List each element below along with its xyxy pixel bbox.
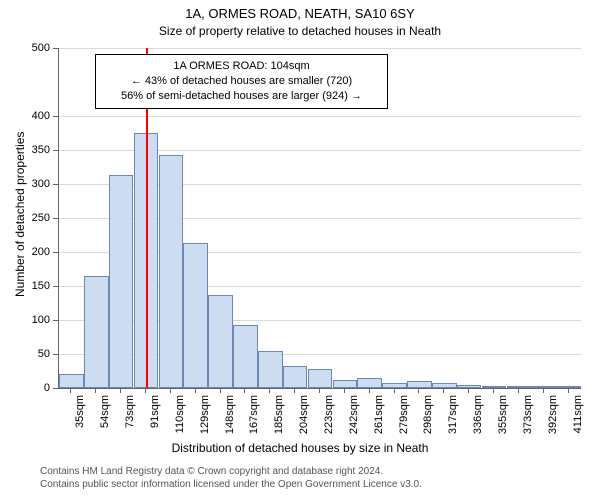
histogram-bar [283,366,308,388]
x-tick-label: 373sqm [522,395,534,434]
y-tick-label: 150 [22,280,50,292]
histogram-bar [482,386,507,388]
x-tick-label: 204sqm [298,395,310,434]
y-tick-label: 250 [22,212,50,224]
histogram-bar [84,276,109,388]
marker-info-box: 1A ORMES ROAD: 104sqm ← 43% of detached … [95,54,388,109]
credits-line2: Contains public sector information licen… [40,478,422,491]
histogram-bar [407,381,432,388]
y-tick-label: 300 [22,178,50,190]
x-tick-label: 110sqm [174,395,186,433]
x-tick [145,388,146,393]
histogram-bar [308,369,333,388]
histogram-bar [531,386,556,388]
y-tick-label: 400 [22,110,50,122]
x-tick-label: 129sqm [199,395,211,434]
x-tick-label: 223sqm [323,395,335,434]
y-tick-label: 350 [22,144,50,156]
x-tick-label: 392sqm [547,395,559,434]
x-tick-label: 355sqm [497,395,509,434]
y-tick [53,116,58,117]
histogram-bar [333,380,358,388]
histogram-bar [208,295,233,388]
x-tick [294,388,295,393]
x-tick [244,388,245,393]
y-tick-label: 50 [22,348,50,360]
histogram-bar [183,243,208,388]
credits-line1: Contains HM Land Registry data © Crown c… [40,465,422,478]
infobox-line3: 56% of semi-detached houses are larger (… [104,89,379,104]
x-tick-label: 298sqm [422,395,434,434]
chart-subtitle: Size of property relative to detached ho… [0,24,600,38]
histogram-bar [258,351,283,388]
x-tick [443,388,444,393]
x-tick-label: 148sqm [224,395,236,434]
y-tick [53,184,58,185]
histogram-bar [59,374,84,388]
histogram-bar [556,386,581,388]
histogram-bar [159,155,184,388]
y-tick [53,286,58,287]
property-size-chart: { "header": { "title": "1A, ORMES ROAD, … [0,0,600,500]
grid-line [59,388,581,389]
x-tick-label: 336sqm [472,395,484,434]
y-tick [53,388,58,389]
x-tick [418,388,419,393]
y-tick-label: 500 [22,42,50,54]
y-tick [53,252,58,253]
x-tick-label: 279sqm [398,395,410,434]
y-tick [53,218,58,219]
grid-line [59,48,581,49]
x-tick-label: 73sqm [124,395,136,428]
histogram-bar [233,325,258,388]
x-tick [70,388,71,393]
y-tick [53,354,58,355]
x-tick [568,388,569,393]
x-tick-label: 167sqm [248,395,260,434]
x-tick-label: 54sqm [99,395,111,428]
x-tick [543,388,544,393]
x-tick-label: 91sqm [149,395,161,428]
x-tick [269,388,270,393]
y-tick-label: 0 [22,382,50,394]
x-tick [369,388,370,393]
infobox-line1: 1A ORMES ROAD: 104sqm [104,59,379,74]
x-tick-label: 261sqm [373,395,385,434]
y-tick [53,150,58,151]
histogram-bar [432,383,457,388]
histogram-bar [382,383,407,388]
grid-line [59,116,581,117]
y-tick [53,320,58,321]
x-tick [195,388,196,393]
x-tick [120,388,121,393]
y-tick-label: 200 [22,246,50,258]
x-tick-label: 411sqm [572,395,584,433]
x-tick [394,388,395,393]
y-tick [53,48,58,49]
x-tick [468,388,469,393]
x-axis-label: Distribution of detached houses by size … [0,441,600,455]
x-tick [518,388,519,393]
histogram-bar [357,378,382,388]
x-tick-label: 185sqm [273,395,285,434]
credits: Contains HM Land Registry data © Crown c… [40,465,422,491]
x-tick [344,388,345,393]
x-tick [170,388,171,393]
x-tick [493,388,494,393]
x-tick [220,388,221,393]
x-tick [319,388,320,393]
y-tick-label: 100 [22,314,50,326]
histogram-bar [457,385,482,388]
chart-title: 1A, ORMES ROAD, NEATH, SA10 6SY [0,6,600,21]
x-tick-label: 35sqm [74,395,86,428]
histogram-bar [507,386,532,388]
histogram-bar [109,175,134,388]
x-tick-label: 242sqm [348,395,360,434]
infobox-line2: ← 43% of detached houses are smaller (72… [104,74,379,89]
x-tick-label: 317sqm [447,395,459,434]
x-tick [95,388,96,393]
